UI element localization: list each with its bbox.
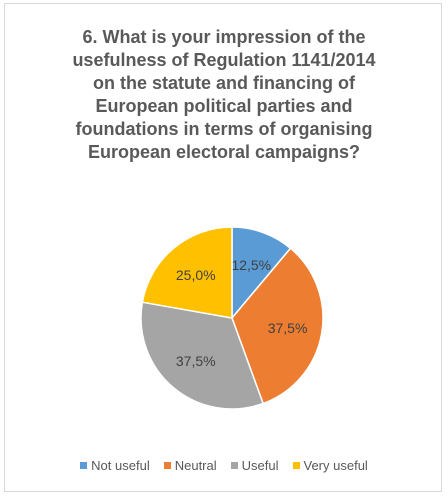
- legend-label: Neutral: [174, 458, 217, 473]
- data-label-very-useful: 25,0%: [176, 267, 216, 283]
- legend-label: Very useful: [303, 458, 368, 473]
- legend-item-not-useful: Not useful: [80, 458, 150, 473]
- legend-swatch: [80, 462, 88, 469]
- legend-swatch: [163, 462, 171, 469]
- title-line: 6. What is your impression of the: [82, 27, 366, 47]
- legend-swatch: [230, 462, 238, 469]
- title-line: European electoral campaigns?: [87, 142, 361, 162]
- pie-slice-neutral: [231, 247, 324, 405]
- legend-item-neutral: Neutral: [163, 458, 217, 473]
- title-line: on the statute and financing of: [93, 73, 355, 93]
- chart-legend: Not useful Neutral Useful Very useful: [0, 458, 448, 473]
- data-label-useful: 37,5%: [176, 353, 216, 369]
- legend-label: Not useful: [91, 458, 150, 473]
- legend-item-very-useful: Very useful: [292, 458, 368, 473]
- legend-swatch: [292, 462, 300, 469]
- data-label-neutral: 37,5%: [268, 320, 308, 336]
- legend-label: Useful: [241, 458, 279, 473]
- data-label-not-useful: 12,5%: [231, 257, 271, 273]
- title-line: European political parties and: [95, 96, 353, 116]
- title-line: usefulness of Regulation 1141/2014: [72, 50, 376, 70]
- chart-title: 6. What is your impression of the useful…: [20, 26, 428, 164]
- pie-slice-useful: [140, 301, 265, 410]
- title-line: foundations in terms of organising: [75, 119, 373, 139]
- legend-item-useful: Useful: [230, 458, 279, 473]
- pie-slice-very-useful: [141, 226, 233, 319]
